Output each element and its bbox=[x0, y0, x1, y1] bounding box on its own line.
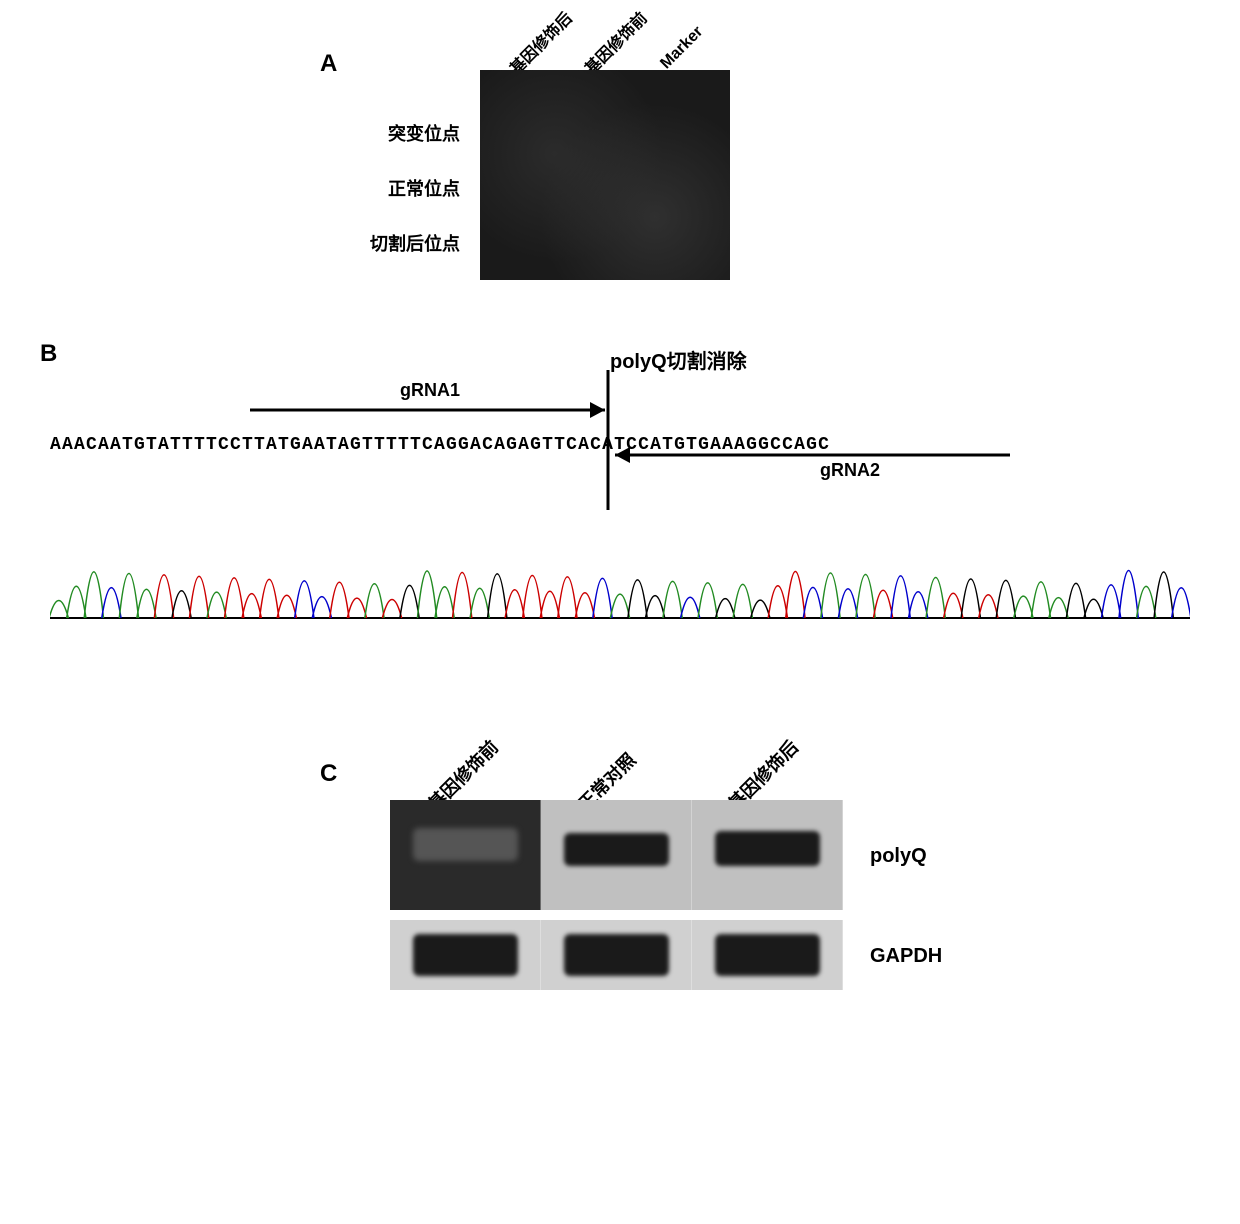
panel-c-lane-labels: 基因修饰前 正常对照 基因修饰后 bbox=[390, 720, 890, 800]
western-blot bbox=[390, 800, 843, 1000]
sequence-letters: AAACAATGTATTTTCCTTATGAATAGTTTTTCAGGACAGA… bbox=[50, 435, 830, 455]
panel-a-gel-image bbox=[480, 70, 730, 280]
blot-lane bbox=[541, 920, 692, 990]
chromatogram bbox=[50, 500, 1190, 620]
panel-a-lane-labels: 基因修饰后 基因修饰前 Marker bbox=[480, 0, 730, 70]
blot-lane bbox=[692, 800, 843, 910]
gapdh-row bbox=[390, 920, 843, 990]
blot-lane bbox=[390, 800, 541, 910]
panel-b-label: B bbox=[40, 340, 57, 368]
panel-a-label: A bbox=[320, 50, 337, 78]
sequence-text: AAACAATGTATTTTCCTTATGAATAGTTTTTCAGGACAGA… bbox=[50, 435, 1190, 455]
lane-label: 基因修饰前 bbox=[578, 5, 652, 79]
gapdh-label: GAPDH bbox=[870, 945, 942, 968]
lane-label: 基因修饰后 bbox=[503, 5, 577, 79]
panel-a: A 基因修饰后 基因修饰前 Marker 突变位点 正常位点 切割后位点 bbox=[20, 20, 1220, 300]
lane-label: Marker bbox=[657, 23, 707, 73]
row-label: 突变位点 bbox=[320, 120, 460, 146]
blot-lane bbox=[692, 920, 843, 990]
row-label: 切割后位点 bbox=[320, 230, 460, 256]
row-label: 正常位点 bbox=[320, 175, 460, 201]
panel-c: C 基因修饰前 正常对照 基因修饰后 polyQ GAPDH bbox=[20, 720, 1220, 1050]
polyq-label: polyQ bbox=[870, 845, 927, 868]
blot-lane bbox=[390, 920, 541, 990]
panel-c-label: C bbox=[320, 760, 337, 788]
panel-b: B polyQ切割消除 gRNA1 gRNA2 AAACAATGTATTTTCC… bbox=[20, 340, 1220, 640]
blot-lane bbox=[541, 800, 692, 910]
polyq-row bbox=[390, 800, 843, 910]
